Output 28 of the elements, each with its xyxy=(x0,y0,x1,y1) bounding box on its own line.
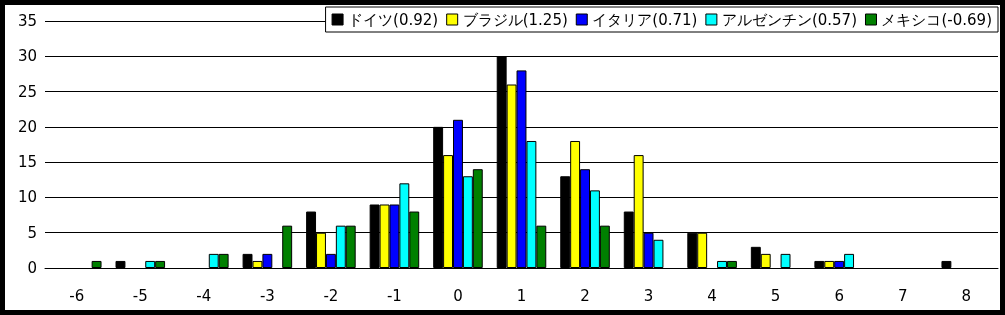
legend-label: ブラジル(1.25) xyxy=(462,10,568,29)
y-tick-label: 10 xyxy=(17,188,37,207)
x-tick-label: -1 xyxy=(386,286,402,305)
x-tick-label: 5 xyxy=(770,286,781,305)
y-tick-label: 35 xyxy=(17,12,37,30)
x-tick-label: -4 xyxy=(196,286,212,305)
y-tick-label: 30 xyxy=(17,47,37,66)
x-tick-label: 1 xyxy=(516,286,527,305)
y-tick-label: 20 xyxy=(17,117,37,136)
x-tick-label: 3 xyxy=(643,286,654,305)
x-tick-label: 8 xyxy=(961,286,972,305)
legend-label: アルゼンチン(0.57) xyxy=(721,10,857,29)
x-tick-label: -6 xyxy=(69,286,85,305)
x-tick-label: 0 xyxy=(453,286,463,305)
y-tick-label: 25 xyxy=(17,82,37,101)
y-tick-label: 0 xyxy=(27,259,37,277)
legend-label: イタリア(0.71) xyxy=(592,10,698,29)
x-tick-label: -2 xyxy=(323,286,339,305)
x-tick-label: 7 xyxy=(897,286,908,305)
legend-label: ドイツ(0.92) xyxy=(348,10,439,29)
x-tick-label: 4 xyxy=(707,286,717,305)
x-tick-label: 6 xyxy=(834,286,844,305)
y-tick-label: 15 xyxy=(17,153,37,172)
legend-label: メキシコ(-0.69) xyxy=(881,10,992,29)
x-tick-label: 2 xyxy=(580,286,590,305)
y-tick-label: 5 xyxy=(27,223,37,242)
x-tick-label: -3 xyxy=(259,286,275,305)
x-tick-label: -5 xyxy=(132,286,148,305)
